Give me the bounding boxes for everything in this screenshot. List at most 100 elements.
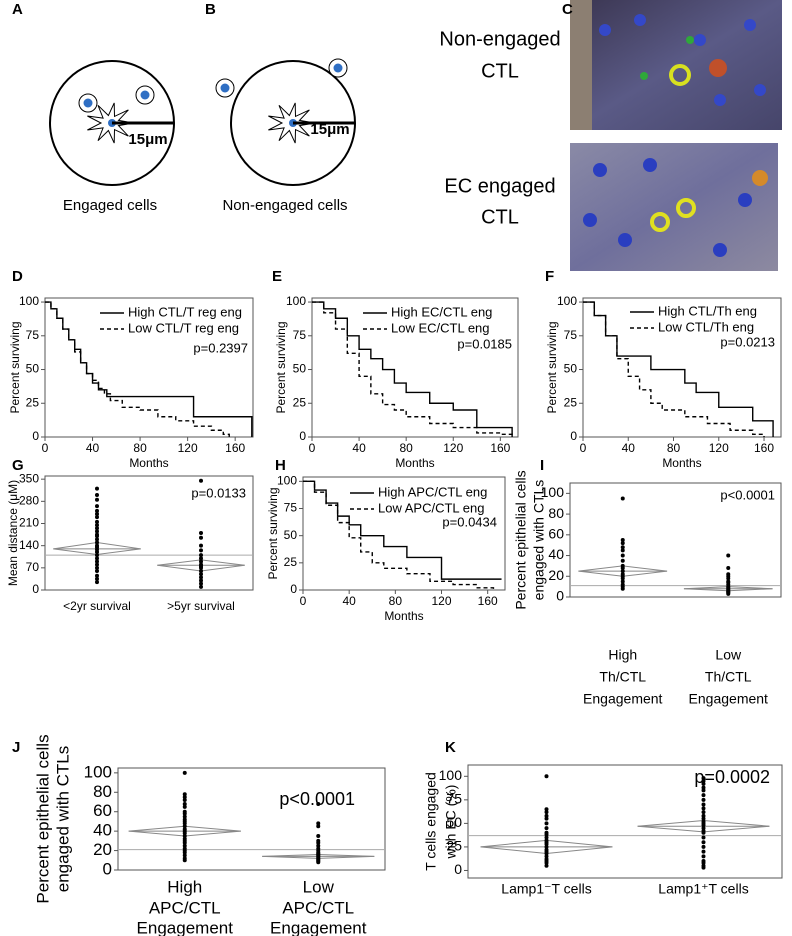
y-axis-label: Percent surviving bbox=[8, 321, 22, 413]
y-tick-label: 100 bbox=[541, 484, 565, 500]
data-point bbox=[199, 578, 203, 583]
micrograph-top bbox=[570, 0, 782, 130]
x-axis-label: Months bbox=[129, 456, 168, 470]
data-point bbox=[182, 850, 187, 855]
panel-letter: J bbox=[12, 739, 20, 756]
y-axis-label: Percent epithelial cells bbox=[33, 734, 52, 903]
data-point bbox=[544, 842, 549, 847]
y-tick-label: 100 bbox=[557, 294, 577, 308]
x-axis-label: Months bbox=[395, 456, 434, 470]
y-tick-label: 75 bbox=[293, 328, 307, 342]
y-tick-label: 100 bbox=[19, 294, 39, 308]
y-tick-label: 350 bbox=[19, 471, 39, 485]
data-point bbox=[199, 531, 203, 535]
y-axis-label: Percent surviving bbox=[266, 487, 280, 579]
y-tick-label: 20 bbox=[548, 567, 564, 583]
data-point bbox=[95, 550, 99, 554]
category-label: APC/CTL bbox=[149, 898, 221, 917]
scale-label: 15μm bbox=[128, 131, 167, 148]
y-tick-label: 50 bbox=[284, 528, 298, 542]
y-tick-label: 0 bbox=[32, 429, 39, 443]
plot-frame bbox=[44, 475, 254, 591]
y-tick-label: 0 bbox=[570, 429, 577, 443]
annotation: p=0.2397 bbox=[193, 340, 248, 355]
data-point bbox=[182, 821, 187, 826]
data-point bbox=[544, 860, 549, 865]
data-point bbox=[95, 556, 99, 561]
category-label: Lamp1⁺T cells bbox=[658, 881, 748, 897]
data-point bbox=[182, 834, 187, 838]
annotation: p=0.0002 bbox=[694, 767, 770, 787]
y-tick-label: 50 bbox=[564, 362, 578, 376]
survival-curve bbox=[583, 301, 765, 437]
y-tick-label: 75 bbox=[284, 501, 298, 515]
data-point bbox=[95, 512, 99, 516]
data-point bbox=[544, 835, 549, 840]
data-point bbox=[182, 853, 187, 858]
t-cell-nucleus bbox=[83, 98, 93, 108]
data-point bbox=[182, 804, 187, 809]
data-point bbox=[95, 515, 99, 520]
legend-label: Low CTL/T reg eng bbox=[128, 320, 239, 335]
y-tick-label: 25 bbox=[446, 838, 462, 854]
data-point bbox=[701, 865, 706, 870]
panel-letter: E bbox=[272, 268, 282, 285]
data-point bbox=[701, 835, 706, 840]
data-point bbox=[544, 813, 549, 818]
x-tick-label: 120 bbox=[431, 594, 451, 608]
data-point bbox=[95, 534, 99, 539]
data-point bbox=[701, 840, 706, 845]
scale-label: 15μm bbox=[310, 121, 349, 138]
data-point bbox=[620, 576, 625, 581]
data-point bbox=[620, 569, 625, 574]
category-label: High bbox=[167, 877, 202, 896]
annotation: p=0.0185 bbox=[457, 336, 512, 351]
category-label: Lamp1⁻T cells bbox=[501, 881, 591, 897]
data-point bbox=[544, 810, 549, 815]
data-point bbox=[182, 840, 187, 845]
category-label: Engagement bbox=[270, 918, 367, 936]
data-point bbox=[95, 497, 99, 502]
category-label: Low bbox=[715, 647, 742, 663]
data-point bbox=[316, 801, 321, 806]
data-point bbox=[182, 770, 187, 775]
panel-letter: K bbox=[445, 739, 456, 756]
survival-curve bbox=[312, 301, 513, 437]
data-point bbox=[182, 831, 187, 836]
y-tick-label: 0 bbox=[32, 582, 39, 596]
data-point bbox=[316, 824, 321, 829]
x-tick-label: 40 bbox=[86, 441, 100, 455]
data-point bbox=[199, 543, 203, 548]
data-point bbox=[182, 824, 187, 829]
data-point bbox=[620, 579, 625, 584]
x-tick-label: 40 bbox=[342, 594, 356, 608]
data-point bbox=[182, 795, 187, 800]
annotation: p<0.0001 bbox=[279, 789, 355, 809]
x-tick-label: 160 bbox=[754, 441, 774, 455]
plot-frame bbox=[117, 767, 386, 871]
data-point bbox=[726, 553, 731, 558]
y-tick-label: 50 bbox=[446, 814, 462, 830]
y-tick-label: 0 bbox=[556, 588, 564, 604]
data-point bbox=[544, 854, 549, 859]
data-point bbox=[701, 810, 706, 815]
y-tick-label: 60 bbox=[93, 801, 112, 820]
category-label: Low bbox=[303, 877, 335, 896]
plot-frame bbox=[302, 476, 506, 591]
data-point bbox=[199, 559, 203, 564]
data-point bbox=[182, 801, 187, 806]
data-point bbox=[199, 556, 203, 561]
data-point bbox=[544, 816, 549, 821]
data-point bbox=[95, 526, 99, 531]
x-tick-label: 160 bbox=[490, 441, 510, 455]
data-point bbox=[701, 785, 706, 790]
data-point bbox=[316, 860, 321, 865]
data-point bbox=[95, 562, 99, 567]
x-tick-label: 120 bbox=[443, 441, 463, 455]
data-point bbox=[701, 793, 706, 798]
y-tick-label: 50 bbox=[26, 362, 40, 376]
data-point bbox=[199, 572, 203, 577]
data-point bbox=[701, 830, 706, 835]
legend-label: Low EC/CTL eng bbox=[391, 320, 490, 335]
x-tick-label: 80 bbox=[133, 441, 147, 455]
